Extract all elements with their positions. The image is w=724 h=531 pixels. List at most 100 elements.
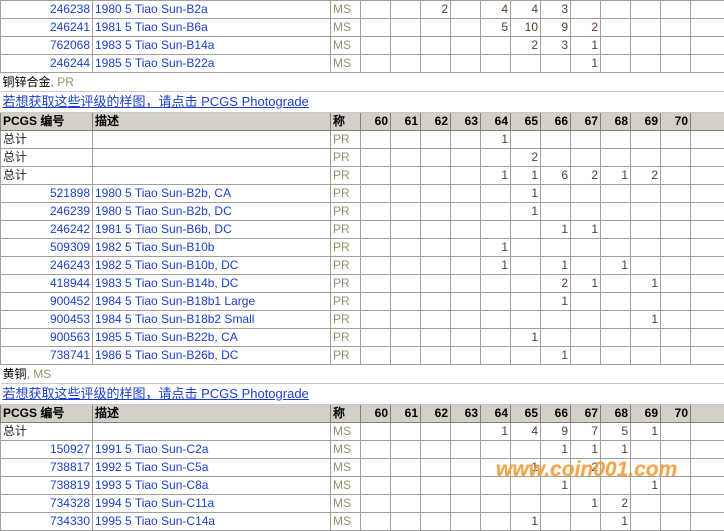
row-grade-64 [481, 495, 511, 513]
row-pcgs-number[interactable]: 738817 [1, 459, 93, 477]
row-grade-63 [451, 423, 481, 441]
row-name: MS [331, 495, 361, 513]
row-description[interactable]: 1982 5 Tiao Sun-B10b, DC [93, 257, 331, 275]
row-description [93, 149, 331, 167]
row-grade-61 [391, 221, 421, 239]
row-pcgs-number[interactable]: 418944 [1, 275, 93, 293]
row-pcgs-number[interactable]: 150927 [1, 441, 93, 459]
row-description[interactable]: 1980 5 Tiao Sun-B2b, CA [93, 185, 331, 203]
row-pcgs-number[interactable]: 900453 [1, 311, 93, 329]
row-description[interactable]: 1994 5 Tiao Sun-C11a [93, 495, 331, 513]
row-total: 1 [691, 347, 724, 365]
row-description[interactable]: 1985 5 Tiao Sun-B22a [93, 55, 331, 73]
row-grade-69 [631, 19, 661, 37]
row-pcgs-number[interactable]: 900563 [1, 329, 93, 347]
row-pcgs-number[interactable]: 246238 [1, 1, 93, 19]
row-grade-69 [631, 1, 661, 19]
row-grade-65: 1 [511, 329, 541, 347]
header-grade-70: 70 [661, 405, 691, 423]
row-grade-60 [361, 329, 391, 347]
row-pcgs-number[interactable]: 246241 [1, 19, 93, 37]
row-pcgs-number[interactable]: 246243 [1, 257, 93, 275]
row-grade-67: 2 [571, 19, 601, 37]
row-grade-64: 1 [481, 131, 511, 149]
row-grade-66: 6 [541, 167, 571, 185]
row-grade-63 [451, 239, 481, 257]
row-description[interactable]: 1981 5 Tiao Sun-B6b, DC [93, 221, 331, 239]
row-description[interactable]: 1984 5 Tiao Sun-B18b2 Small [93, 311, 331, 329]
row-grade-65: 1 [511, 459, 541, 477]
row-description[interactable]: 1980 5 Tiao Sun-B2a [93, 1, 331, 19]
row-grade-67 [571, 293, 601, 311]
row-description[interactable]: 1991 5 Tiao Sun-C2a [93, 441, 331, 459]
row-grade-64 [481, 37, 511, 55]
row-name: PR [331, 311, 361, 329]
row-grade-61 [391, 441, 421, 459]
row-description[interactable]: 1983 5 Tiao Sun-B14a [93, 37, 331, 55]
row-grade-67: 1 [571, 441, 601, 459]
row-grade-63 [451, 149, 481, 167]
row-grade-70 [661, 275, 691, 293]
row-pcgs-number[interactable]: 246239 [1, 203, 93, 221]
row-grade-66: 1 [541, 441, 571, 459]
row-description[interactable]: 1982 5 Tiao Sun-B10b [93, 239, 331, 257]
header-grade-65: 65 [511, 113, 541, 131]
row-description[interactable]: 1980 5 Tiao Sun-B2b, DC [93, 203, 331, 221]
photograde-link[interactable]: 若想获取这些评级的样图，请点击 PCGS Photograde [3, 94, 309, 109]
row-pcgs-number[interactable]: 521898 [1, 185, 93, 203]
row-grade-63 [451, 37, 481, 55]
row-grade-65: 2 [511, 149, 541, 167]
row-pcgs-number[interactable]: 509309 [1, 239, 93, 257]
row-description [93, 131, 331, 149]
section-label-row: 黄铜, MS [1, 365, 724, 384]
row-grade-70 [661, 131, 691, 149]
row-pcgs-number[interactable]: 734330 [1, 513, 93, 531]
header-grade-67: 67 [571, 405, 601, 423]
row-pcgs-number[interactable]: 246244 [1, 55, 93, 73]
row-grade-61 [391, 185, 421, 203]
section-label: 铜锌合金, PR [1, 73, 361, 92]
row-grade-62 [421, 293, 451, 311]
row-total: 1 [691, 329, 724, 347]
row-grade-66: 1 [541, 221, 571, 239]
header-description: 描述 [93, 405, 331, 423]
row-grade-61 [391, 203, 421, 221]
header-grade-62: 62 [421, 405, 451, 423]
row-grade-70 [661, 329, 691, 347]
row-grade-65 [511, 311, 541, 329]
row-description[interactable]: 1984 5 Tiao Sun-B18b1 Large [93, 293, 331, 311]
row-grade-65 [511, 239, 541, 257]
photograde-link[interactable]: 若想获取这些评级的样图，请点击 PCGS Photograde [3, 386, 309, 401]
row-grade-65: 10 [511, 19, 541, 37]
row-grade-70 [661, 19, 691, 37]
row-description[interactable]: 1986 5 Tiao Sun-B26b, DC [93, 347, 331, 365]
row-description[interactable]: 1983 5 Tiao Sun-B14b, DC [93, 275, 331, 293]
section-designation: PR [57, 75, 74, 89]
row-pcgs-number[interactable]: 900452 [1, 293, 93, 311]
row-grade-67: 1 [571, 221, 601, 239]
row-description[interactable]: 1981 5 Tiao Sun-B6a [93, 19, 331, 37]
row-description[interactable]: 1995 5 Tiao Sun-C14a [93, 513, 331, 531]
row-grade-60 [361, 149, 391, 167]
row-grade-61 [391, 257, 421, 275]
row-name: PR [331, 293, 361, 311]
row-grade-62 [421, 37, 451, 55]
row-pcgs-number[interactable]: 738741 [1, 347, 93, 365]
row-pcgs-number[interactable]: 734328 [1, 495, 93, 513]
row-grade-60 [361, 185, 391, 203]
row-pcgs-number[interactable]: 762068 [1, 37, 93, 55]
row-pcgs-number[interactable]: 246242 [1, 221, 93, 239]
row-grade-61 [391, 19, 421, 37]
row-name: MS [331, 441, 361, 459]
row-grade-66: 1 [541, 257, 571, 275]
row-description[interactable]: 1985 5 Tiao Sun-B22b, CA [93, 329, 331, 347]
row-grade-60 [361, 167, 391, 185]
row-description[interactable]: 1992 5 Tiao Sun-C5a [93, 459, 331, 477]
row-grade-60 [361, 1, 391, 19]
